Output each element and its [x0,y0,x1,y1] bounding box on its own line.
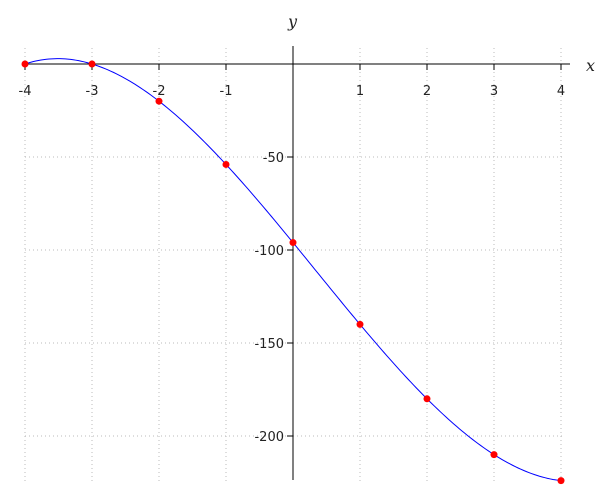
x-tick-label: -3 [86,84,99,99]
x-tick-label: -4 [19,84,32,99]
x-tick-label: -2 [153,84,166,99]
x-tick-label: 3 [490,84,498,99]
x-tick-label: 1 [356,84,364,99]
y-tick-label: -50 [263,151,284,166]
data-point [88,60,96,68]
x-tick-label: 4 [557,84,565,99]
y-tick-label: -200 [254,430,284,445]
series-points [21,60,565,485]
data-point [222,160,230,168]
ticks: -4 -3 -2 -1 1 2 3 4 -50 -100 -150 -200 [19,64,565,445]
data-point [21,60,29,68]
x-tick-label: -1 [220,84,233,99]
x-axis-label: x [586,56,595,75]
data-point [557,477,565,485]
y-axis-label: y [287,12,298,31]
data-point [289,239,297,247]
y-tick-label: -150 [254,337,284,352]
data-point [490,451,498,459]
y-tick-label: -100 [254,244,284,259]
data-point [423,395,431,403]
data-point [155,97,163,105]
x-tick-label: 2 [423,84,431,99]
data-point [356,320,364,328]
